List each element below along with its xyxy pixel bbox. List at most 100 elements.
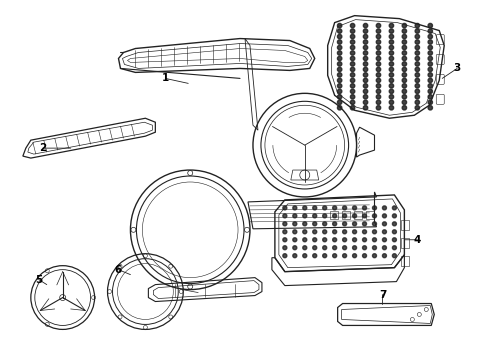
- Circle shape: [363, 246, 367, 250]
- Circle shape: [428, 100, 433, 104]
- Circle shape: [428, 67, 433, 72]
- Circle shape: [372, 230, 376, 234]
- Circle shape: [313, 238, 317, 242]
- Circle shape: [383, 222, 387, 226]
- Circle shape: [402, 29, 407, 33]
- Circle shape: [363, 222, 367, 226]
- Circle shape: [392, 206, 396, 210]
- Circle shape: [376, 51, 381, 55]
- Circle shape: [293, 238, 297, 242]
- Circle shape: [338, 34, 342, 39]
- Circle shape: [389, 34, 393, 39]
- Circle shape: [415, 45, 419, 50]
- Circle shape: [415, 105, 419, 110]
- Circle shape: [402, 56, 407, 61]
- Circle shape: [353, 206, 357, 210]
- Circle shape: [338, 45, 342, 50]
- Circle shape: [415, 78, 419, 82]
- Circle shape: [402, 73, 407, 77]
- Circle shape: [392, 246, 396, 250]
- Circle shape: [283, 246, 287, 250]
- Text: 3: 3: [454, 63, 461, 73]
- Circle shape: [353, 230, 357, 234]
- Circle shape: [350, 84, 355, 88]
- Circle shape: [293, 206, 297, 210]
- Circle shape: [333, 238, 337, 242]
- Circle shape: [303, 214, 307, 218]
- Circle shape: [428, 95, 433, 99]
- Circle shape: [428, 45, 433, 50]
- Circle shape: [372, 254, 376, 258]
- Circle shape: [383, 254, 387, 258]
- Circle shape: [283, 214, 287, 218]
- Circle shape: [333, 246, 337, 250]
- Circle shape: [402, 51, 407, 55]
- Circle shape: [350, 105, 355, 110]
- Circle shape: [353, 214, 357, 218]
- Circle shape: [350, 45, 355, 50]
- Circle shape: [383, 206, 387, 210]
- Circle shape: [376, 45, 381, 50]
- Text: 1: 1: [162, 73, 169, 84]
- Circle shape: [303, 246, 307, 250]
- Circle shape: [338, 62, 342, 66]
- Circle shape: [389, 67, 393, 72]
- Circle shape: [402, 34, 407, 39]
- Text: 6: 6: [115, 265, 122, 275]
- Circle shape: [338, 29, 342, 33]
- Circle shape: [415, 100, 419, 104]
- Circle shape: [350, 23, 355, 28]
- Circle shape: [415, 84, 419, 88]
- Circle shape: [372, 206, 376, 210]
- Circle shape: [338, 67, 342, 72]
- Circle shape: [389, 73, 393, 77]
- Circle shape: [372, 214, 376, 218]
- Circle shape: [415, 67, 419, 72]
- Circle shape: [338, 73, 342, 77]
- Circle shape: [372, 246, 376, 250]
- Circle shape: [338, 89, 342, 94]
- Circle shape: [333, 222, 337, 226]
- Circle shape: [402, 105, 407, 110]
- Circle shape: [415, 95, 419, 99]
- Circle shape: [428, 89, 433, 94]
- Circle shape: [415, 89, 419, 94]
- Circle shape: [376, 95, 381, 99]
- Circle shape: [313, 246, 317, 250]
- Circle shape: [303, 222, 307, 226]
- Circle shape: [376, 29, 381, 33]
- Circle shape: [343, 222, 346, 226]
- Circle shape: [376, 40, 381, 44]
- Circle shape: [323, 238, 327, 242]
- Text: 7: 7: [379, 289, 386, 300]
- Circle shape: [343, 214, 346, 218]
- Circle shape: [376, 89, 381, 94]
- Circle shape: [353, 222, 357, 226]
- Circle shape: [323, 214, 327, 218]
- Circle shape: [363, 230, 367, 234]
- Circle shape: [323, 206, 327, 210]
- Circle shape: [293, 222, 297, 226]
- Circle shape: [303, 254, 307, 258]
- Circle shape: [402, 100, 407, 104]
- Circle shape: [389, 95, 393, 99]
- Circle shape: [376, 100, 381, 104]
- Circle shape: [283, 222, 287, 226]
- Circle shape: [293, 214, 297, 218]
- Circle shape: [402, 45, 407, 50]
- Circle shape: [376, 56, 381, 61]
- Circle shape: [363, 238, 367, 242]
- Circle shape: [389, 29, 393, 33]
- Circle shape: [415, 23, 419, 28]
- Circle shape: [303, 230, 307, 234]
- Circle shape: [376, 84, 381, 88]
- Circle shape: [363, 206, 367, 210]
- Circle shape: [383, 246, 387, 250]
- Circle shape: [402, 62, 407, 66]
- Circle shape: [350, 78, 355, 82]
- Circle shape: [392, 214, 396, 218]
- Circle shape: [428, 73, 433, 77]
- Circle shape: [392, 254, 396, 258]
- Circle shape: [389, 105, 393, 110]
- Circle shape: [428, 56, 433, 61]
